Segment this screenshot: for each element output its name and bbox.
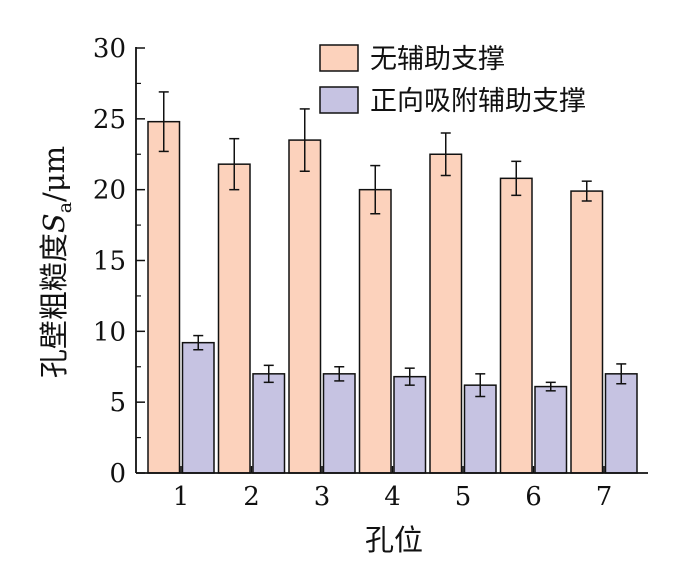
y-tick-label-15: 15 — [93, 247, 126, 277]
y-tick-label-5: 5 — [109, 388, 126, 418]
legend-label-series-2: 正向吸附辅助支撑 — [370, 86, 586, 117]
y-tick-label-20: 20 — [93, 176, 126, 206]
bar-series-1-1 — [147, 120, 181, 474]
y-tick-label-25: 25 — [93, 105, 126, 135]
bar-series-2-5 — [463, 384, 497, 474]
legend-label-series-1: 无辅助支撑 — [370, 44, 505, 75]
x-tick-label-6: 6 — [525, 482, 542, 512]
x-tick-label-7: 7 — [596, 482, 613, 512]
bar-series-1-7 — [570, 190, 604, 474]
bar-series-1-6 — [499, 177, 533, 474]
bar-series-1-3 — [288, 139, 322, 474]
bar-series-1-5 — [429, 153, 463, 474]
y-axis-label-symbol: S — [37, 213, 71, 233]
bar-series-2-3 — [322, 373, 356, 474]
legend: 无辅助支撑 正向吸附辅助支撑 — [319, 44, 586, 117]
bar-series-2-7 — [604, 373, 638, 474]
x-tick-label-4: 4 — [384, 482, 401, 512]
y-axis-label-unit: /μm — [37, 146, 71, 202]
legend-swatch-series-2 — [319, 86, 359, 114]
x-tick-label-2: 2 — [243, 482, 260, 512]
x-tick-label-5: 5 — [455, 482, 472, 512]
bar-series-2-4 — [393, 375, 427, 474]
y-axis-label: 孔壁粗糙度Sa/μm — [37, 146, 76, 378]
ticks-layer: 0 5 10 15 20 25 30 1 2 3 4 5 6 7 — [93, 34, 612, 512]
bar-series-1-2 — [217, 163, 251, 474]
bar-series-2-2 — [252, 373, 286, 474]
x-tick-label-1: 1 — [173, 482, 190, 512]
legend-swatch-series-1 — [319, 44, 359, 72]
y-axis-label-subscript: a — [54, 202, 76, 213]
bar-series-2-6 — [534, 385, 568, 474]
x-tick-label-3: 3 — [314, 482, 331, 512]
x-axis-label: 孔位 — [365, 523, 423, 557]
error-bars-layer — [158, 91, 627, 398]
bar-series-1-4 — [358, 188, 392, 474]
y-tick-label-30: 30 — [93, 34, 126, 64]
y-axis-label-text: 孔壁粗糙度 — [37, 233, 71, 378]
y-tick-label-0: 0 — [109, 459, 126, 489]
y-tick-label-10: 10 — [93, 317, 126, 347]
bar-series-2-1 — [181, 341, 215, 474]
bars-layer — [147, 120, 638, 474]
